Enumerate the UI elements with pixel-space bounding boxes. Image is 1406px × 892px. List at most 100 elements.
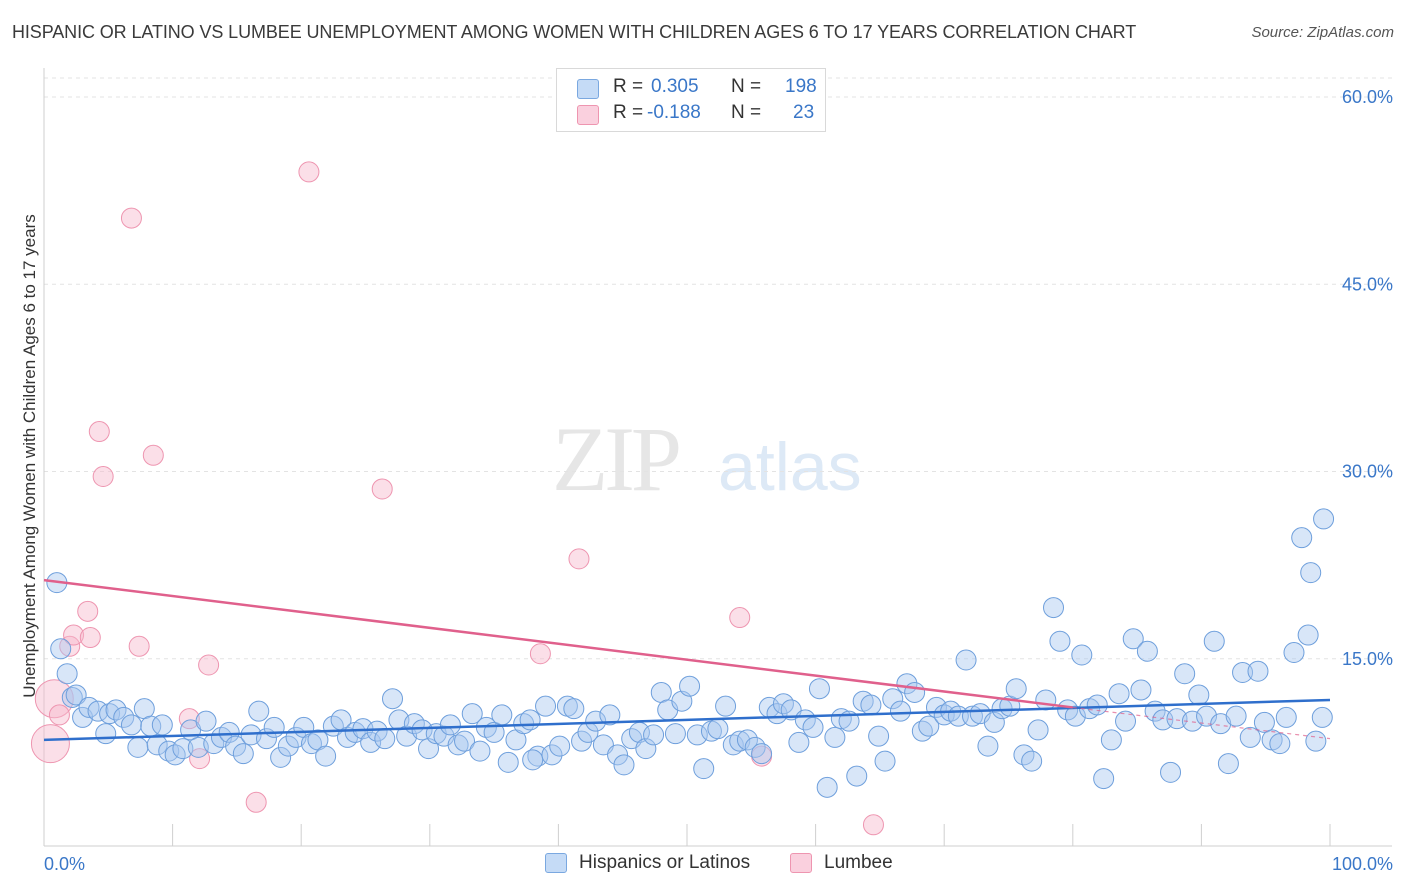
hispanic-point: [1225, 705, 1247, 727]
hispanic-point: [1297, 624, 1319, 646]
lumbee-legend-swatch: [790, 853, 812, 873]
hispanic-point: [1166, 708, 1188, 730]
hispanic-point: [127, 736, 149, 758]
hispanic-point: [535, 695, 557, 717]
hispanic-point: [1130, 679, 1152, 701]
hispanic-point: [277, 735, 299, 757]
hispanic-point: [1305, 730, 1327, 752]
lumbee-point: [862, 814, 884, 836]
lumbee-point: [298, 161, 320, 183]
hispanic-point: [1136, 640, 1158, 662]
hispanic-point: [146, 734, 168, 756]
watermark-atlas: atlas: [718, 429, 862, 505]
hispanic-point: [1283, 642, 1305, 664]
hispanic-point: [571, 730, 593, 752]
hispanic-point: [549, 735, 571, 757]
hispanic-point: [846, 765, 868, 787]
hispanic-point: [664, 723, 686, 745]
hispanic-point: [1239, 726, 1261, 748]
hispanic-point: [1049, 630, 1071, 652]
hispanic-point: [382, 688, 404, 710]
hispanic-point: [366, 720, 388, 742]
hispanic-point: [1311, 706, 1333, 728]
hispanic-point: [315, 745, 337, 767]
lumbee-swatch: [577, 105, 599, 125]
hispanic-point: [158, 740, 180, 762]
y-axis-label: Unemployment Among Women with Children A…: [20, 214, 39, 698]
hispanic-point: [56, 663, 78, 685]
hispanic-trend-line: [43, 698, 1331, 742]
hispanic-point: [1203, 630, 1225, 652]
hispanic-point: [977, 735, 999, 757]
axes: [43, 68, 1392, 847]
hispanic-point: [218, 721, 240, 743]
hispanic-point: [519, 709, 541, 731]
hispanic-point: [1253, 711, 1275, 733]
lumbee-point: [120, 207, 142, 229]
hispanic-point: [635, 738, 657, 760]
hispanic-point: [808, 678, 830, 700]
hispanic-point: [522, 749, 544, 771]
hispanic-point: [1300, 562, 1322, 584]
hispanic-point: [1217, 753, 1239, 775]
hispanic-point: [918, 715, 940, 737]
hispanic-point: [1043, 597, 1065, 619]
lumbee-points: [30, 161, 884, 836]
hispanic-point: [447, 734, 469, 756]
hispanic-point: [541, 744, 563, 766]
hispanic-swatch: [577, 79, 599, 99]
hispanic-point: [715, 695, 737, 717]
hispanic-point: [1160, 761, 1182, 783]
lumbee-point: [88, 421, 110, 443]
lumbee-point: [77, 600, 99, 622]
hispanic-point: [72, 706, 94, 728]
hispanic-point: [1181, 710, 1203, 732]
source-label: Source: ZipAtlas.com: [1251, 24, 1394, 41]
hispanic-point: [360, 731, 382, 753]
lumbee-point: [198, 654, 220, 676]
hispanic-point: [643, 724, 665, 746]
hispanic-point: [751, 743, 773, 765]
hispanic-point: [1071, 644, 1093, 666]
hispanic-point: [1108, 683, 1130, 705]
hispanic-point: [1188, 684, 1210, 706]
hispanic-point: [722, 734, 744, 756]
hispanic-point: [374, 728, 396, 750]
lumbee-point: [729, 607, 751, 629]
hispanic-point: [248, 700, 270, 722]
tick-labels: 15.0% 30.0% 45.0% 60.0% 0.0% 100.0%: [44, 87, 1393, 874]
y-tick-label: 30.0%: [1342, 462, 1393, 482]
hispanic-point: [563, 698, 585, 720]
hispanic-point: [1093, 768, 1115, 790]
hispanic-point: [1232, 661, 1254, 683]
hispanic-point: [1313, 508, 1335, 530]
r-value: -0.188: [647, 102, 701, 123]
hispanic-point: [1021, 750, 1043, 772]
lumbee-point: [34, 679, 74, 719]
r-label: R =: [613, 102, 644, 123]
hispanic-point: [1122, 628, 1144, 650]
hispanic-point: [491, 704, 513, 726]
hispanic-point: [95, 723, 117, 745]
lumbee-point: [92, 465, 114, 487]
hispanic-point: [195, 710, 217, 732]
lumbee-point: [79, 627, 101, 649]
n-value: 23: [793, 102, 815, 123]
lumbee-point: [371, 478, 393, 500]
hispanic-point: [61, 686, 83, 708]
hispanic-point: [860, 694, 882, 716]
hispanic-point: [65, 684, 87, 706]
hispanic-point: [263, 716, 285, 738]
hispanic-point: [50, 638, 72, 660]
lumbee-point: [128, 635, 150, 657]
watermark-zip: ZIP: [552, 408, 679, 510]
hispanic-point: [955, 649, 977, 671]
hispanic-point: [1100, 729, 1122, 751]
hispanic-point: [461, 703, 483, 725]
hispanic-point: [99, 703, 121, 725]
hispanic-point: [679, 675, 701, 697]
hispanic-point: [613, 754, 635, 776]
hispanic-point: [874, 750, 896, 772]
legend-label: Lumbee: [824, 852, 893, 873]
